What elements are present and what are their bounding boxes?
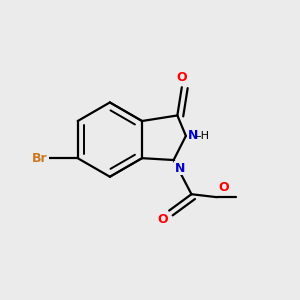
- Text: N: N: [175, 161, 185, 175]
- Text: N: N: [188, 129, 198, 142]
- Text: O: O: [218, 181, 229, 194]
- Text: O: O: [157, 213, 168, 226]
- Text: O: O: [176, 70, 187, 84]
- Text: Br: Br: [32, 152, 48, 165]
- Text: –H: –H: [195, 131, 209, 141]
